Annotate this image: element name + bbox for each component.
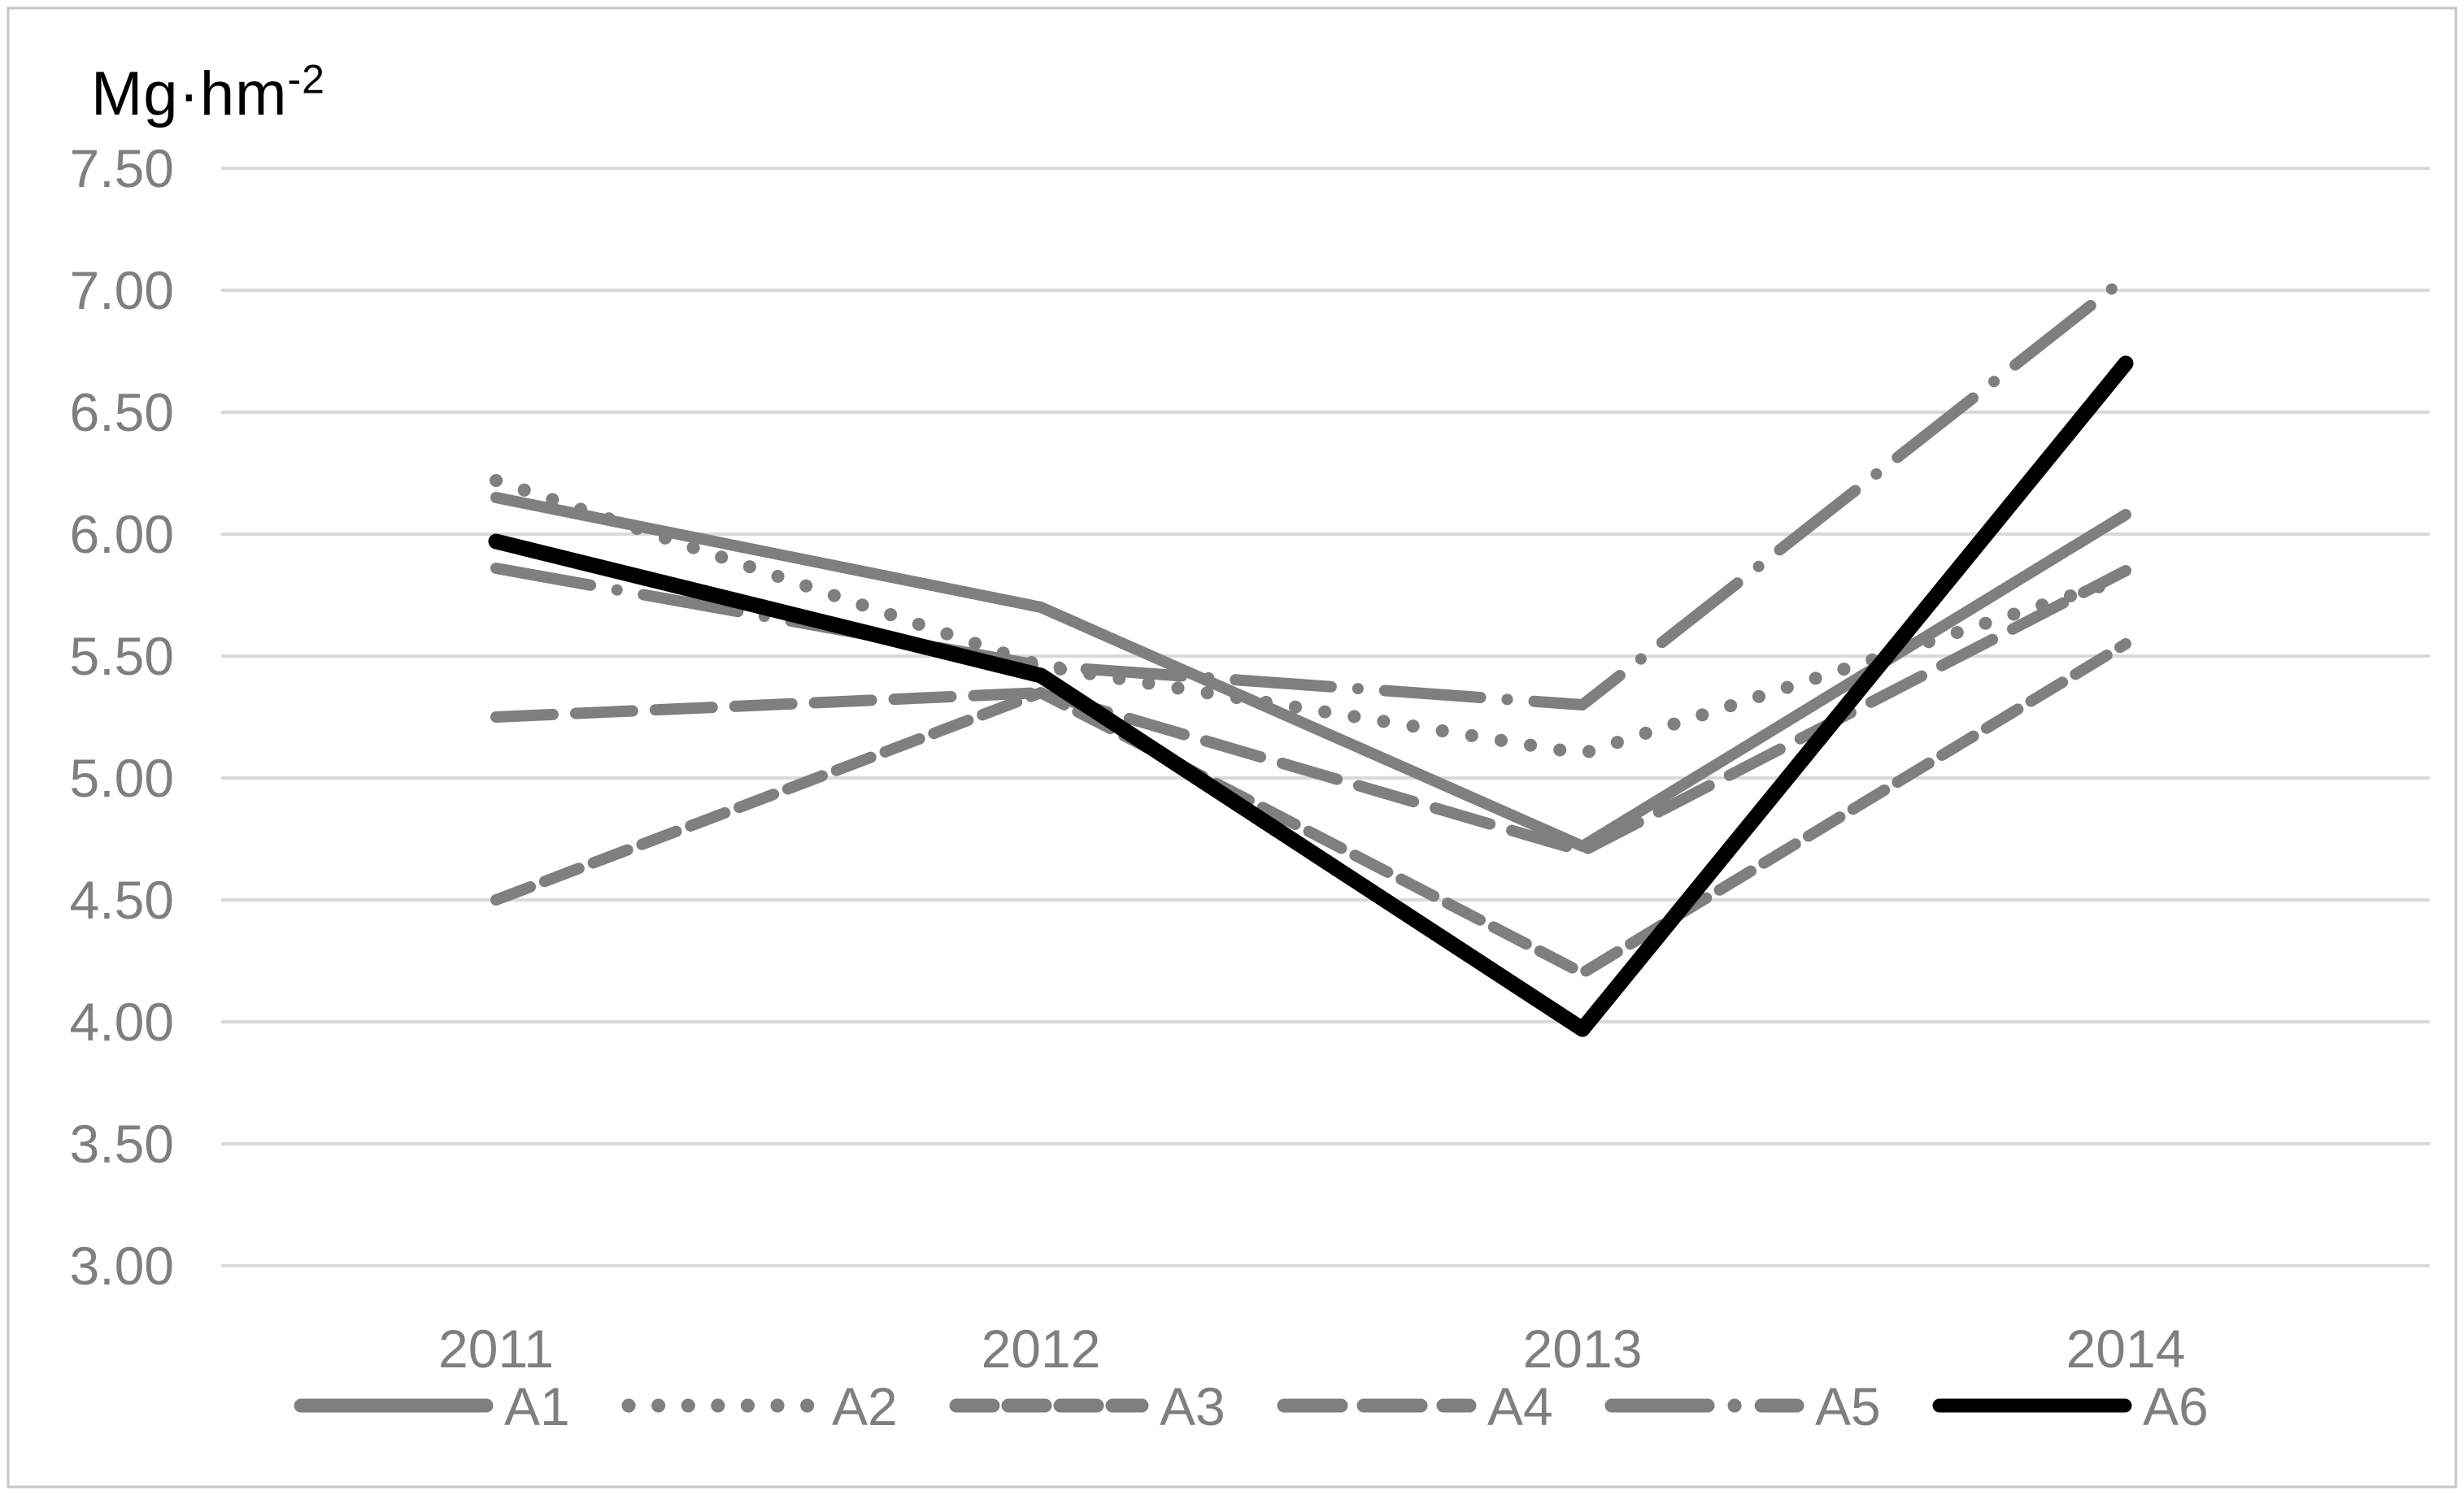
y-tick-label-4.00: 4.00	[70, 992, 174, 1052]
legend-item-A4: A4	[1277, 1376, 1553, 1436]
series-line-A1	[490, 492, 2131, 852]
y-axis-unit-base: Mg·hm	[91, 59, 288, 128]
y-tick-label-7.00: 7.00	[70, 260, 174, 320]
y-tick-label-7.50: 7.50	[70, 138, 174, 198]
series-line-A3	[490, 638, 2131, 979]
y-tick-label-5.00: 5.00	[70, 748, 174, 808]
legend-item-A1: A1	[294, 1376, 570, 1436]
x-tick-label-2014: 2014	[2066, 1319, 2186, 1379]
y-tick-label-3.00: 3.00	[70, 1236, 174, 1296]
legend-label-A3: A3	[1160, 1376, 1225, 1436]
y-tick-label-6.00: 6.00	[70, 504, 174, 564]
legend-item-A2: A2	[621, 1376, 898, 1436]
y-tick-label-5.50: 5.50	[70, 626, 174, 686]
legend-group: A1 A2 A3 A4 A5 A6	[294, 1376, 2209, 1436]
y-axis-tick-labels: 7.50 7.00 6.50 6.00 5.50 5.00 4.50 4.00 3.50 3.00	[70, 138, 174, 1296]
y-axis-unit-title: Mg·hm-2	[91, 59, 325, 129]
x-tick-label-2012: 2012	[982, 1319, 1101, 1379]
legend-item-A5: A5	[1604, 1376, 1881, 1436]
series-line-A6	[488, 355, 2134, 1037]
series-line-A2	[490, 474, 2132, 760]
legend-label-A2: A2	[832, 1376, 898, 1436]
y-tick-label-3.50: 3.50	[70, 1114, 174, 1174]
y-axis-unit-exponent: -2	[287, 56, 325, 102]
series-line-A5	[490, 272, 2131, 711]
x-axis-tick-labels: 2011 2012 2013 2014	[438, 1319, 2185, 1379]
legend-label-A6: A6	[2143, 1376, 2209, 1436]
x-tick-label-2011: 2011	[438, 1319, 554, 1379]
legend-label-A1: A1	[504, 1376, 570, 1436]
legend-label-A5: A5	[1815, 1376, 1881, 1436]
legend-label-A4: A4	[1487, 1376, 1553, 1436]
y-tick-label-6.50: 6.50	[70, 382, 174, 442]
y-tick-label-4.50: 4.50	[70, 870, 174, 930]
legend-item-A3: A3	[949, 1376, 1225, 1436]
legend-item-A6: A6	[1932, 1376, 2209, 1436]
chart-outer-border	[7, 7, 2457, 1488]
x-tick-label-2013: 2013	[1523, 1319, 1643, 1379]
series-lines-group	[488, 272, 2134, 1037]
series-line-A4	[490, 565, 2131, 857]
